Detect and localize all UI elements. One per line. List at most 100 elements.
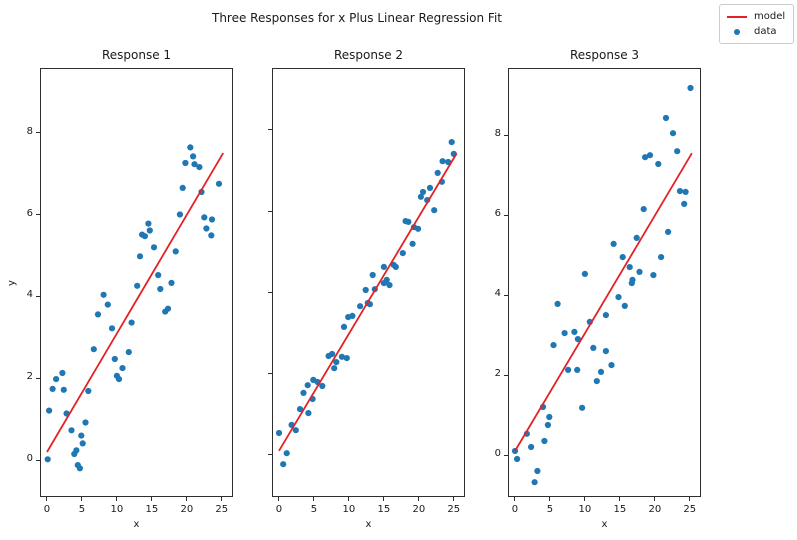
data-point — [60, 386, 67, 393]
x-tick — [383, 497, 385, 501]
data-point — [658, 254, 665, 261]
y-tick — [504, 454, 508, 456]
y-tick-label: 8 — [26, 125, 33, 137]
data-point — [362, 286, 369, 294]
data-point — [155, 272, 162, 279]
data-point — [676, 188, 684, 195]
data-point — [191, 161, 198, 168]
y-tick — [504, 134, 508, 136]
y-tick-label: 2 — [26, 371, 33, 383]
data-point — [597, 368, 605, 375]
y-tick — [36, 214, 40, 216]
x-tick — [116, 497, 118, 501]
data-point — [448, 139, 455, 146]
data-point — [85, 387, 92, 395]
y-axis-label: y — [6, 279, 18, 286]
data-point — [405, 218, 412, 225]
y-tick — [36, 295, 40, 297]
x-tick-label: 20 — [412, 504, 426, 515]
x-tick-label: 0 — [275, 504, 283, 515]
data-point — [73, 447, 80, 454]
data-point — [646, 152, 654, 159]
data-point — [655, 160, 662, 168]
data-point — [196, 164, 203, 171]
data-point — [415, 225, 422, 232]
x-tick-label: 10 — [110, 504, 124, 515]
y-tick-label: 8 — [494, 128, 501, 140]
data-point — [399, 250, 406, 257]
data-point — [280, 461, 287, 468]
data-point — [674, 148, 681, 155]
data-point — [541, 437, 548, 445]
data-point — [565, 366, 572, 373]
x-tick-label: 0 — [43, 504, 51, 515]
data-point — [208, 232, 215, 239]
data-point — [179, 184, 186, 191]
data-point — [621, 302, 628, 309]
data-point — [49, 385, 56, 392]
x-tick-label: 5 — [78, 504, 86, 515]
subplot-title-3: Response 3 — [569, 48, 640, 62]
data-point — [329, 350, 336, 358]
axes-response-2 — [272, 68, 465, 497]
data-point — [201, 214, 208, 221]
data-point — [164, 305, 172, 312]
data-point — [590, 344, 597, 351]
data-point — [283, 450, 290, 457]
x-tick-label: 25 — [683, 504, 697, 515]
legend-item-model: model — [727, 9, 785, 24]
data-point — [610, 240, 617, 247]
data-point — [383, 276, 390, 283]
data-point — [187, 144, 194, 151]
data-point — [431, 207, 438, 214]
data-point — [386, 282, 393, 289]
x-tick — [348, 497, 350, 501]
data-point — [343, 355, 350, 362]
y-tick-label: 0 — [26, 453, 33, 465]
x-tick — [654, 497, 656, 501]
data-point — [78, 432, 85, 439]
x-tick-label: 10 — [578, 504, 592, 515]
y-tick — [268, 129, 272, 131]
data-point — [640, 206, 647, 213]
y-tick — [504, 294, 508, 296]
data-point — [119, 365, 126, 372]
plot-canvas-1 — [44, 144, 224, 472]
y-tick-label: 6 — [26, 207, 33, 219]
y-tick — [504, 374, 508, 376]
data-point — [190, 153, 197, 160]
x-tick — [514, 497, 516, 501]
x-tick — [221, 497, 223, 501]
data-point — [172, 248, 179, 255]
model-line — [514, 152, 693, 452]
x-tick-label: 0 — [511, 504, 519, 515]
y-tick — [268, 453, 272, 455]
data-point — [82, 419, 89, 426]
data-point — [417, 193, 424, 200]
x-tick-label: 10 — [342, 504, 356, 515]
axes-response-1 — [40, 68, 233, 497]
data-point — [687, 84, 694, 92]
data-point — [125, 349, 132, 356]
y-tick-label: 0 — [494, 448, 501, 460]
data-point — [100, 291, 107, 298]
data-point — [115, 376, 123, 383]
data-point — [319, 382, 326, 390]
plot-canvas-3 — [511, 84, 694, 486]
x-tick — [46, 497, 48, 501]
data-point — [53, 376, 60, 383]
data-point — [108, 325, 116, 332]
data-point — [134, 282, 141, 289]
data-point — [514, 455, 521, 463]
data-point — [561, 330, 568, 337]
x-tick — [689, 497, 691, 501]
data-point — [534, 467, 541, 475]
legend-item-data: data — [727, 24, 785, 39]
x-tick-label: 5 — [546, 504, 554, 515]
x-tick-label: 15 — [377, 504, 391, 515]
y-tick-label: 4 — [494, 288, 501, 300]
x-tick — [186, 497, 188, 501]
data-point — [305, 410, 312, 417]
data-point — [168, 279, 175, 286]
data-point — [434, 169, 441, 176]
